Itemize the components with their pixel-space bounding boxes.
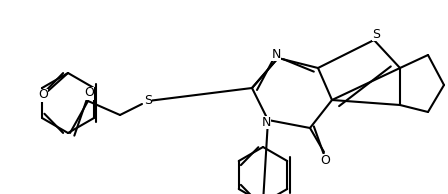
Text: S: S	[372, 28, 380, 41]
Text: O: O	[84, 87, 94, 100]
Text: O: O	[320, 153, 330, 166]
Text: S: S	[144, 94, 152, 107]
Text: N: N	[271, 48, 281, 61]
Text: O: O	[38, 88, 48, 101]
Text: N: N	[261, 115, 271, 128]
